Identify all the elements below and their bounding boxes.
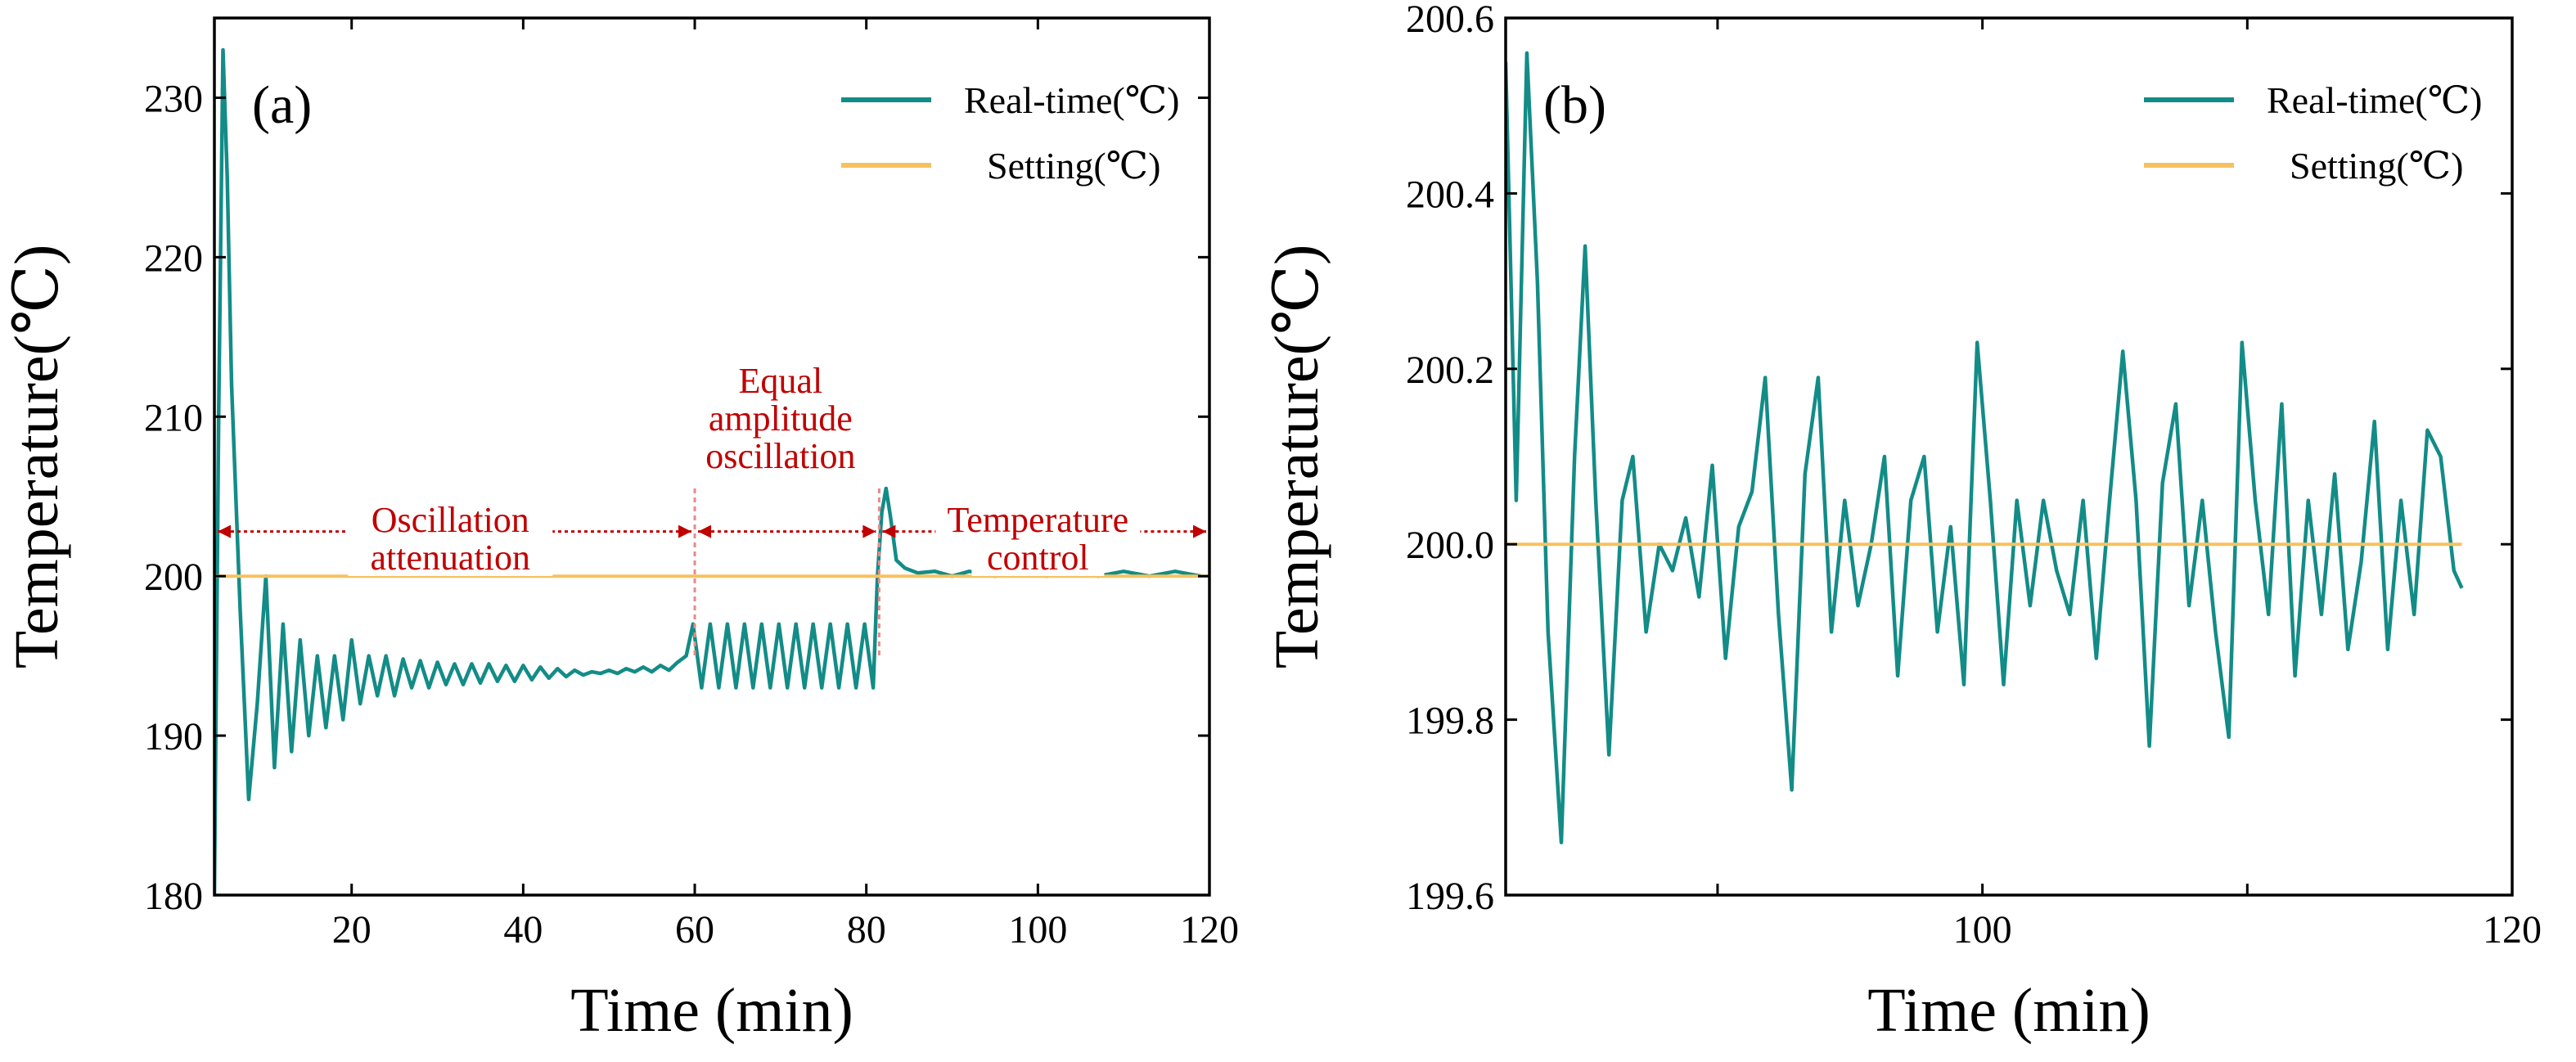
x-tick-label: 100: [1953, 908, 2012, 952]
panel-label: (b): [1543, 75, 1606, 135]
x-tick-label: 100: [1008, 908, 1067, 952]
x-tick-label: 80: [847, 908, 886, 952]
legend-label: Setting(℃): [2290, 145, 2463, 187]
panel-label: (a): [252, 75, 312, 135]
y-tick-label: 199.8: [1406, 700, 1494, 743]
x-axis-title: Time (min): [570, 976, 853, 1045]
annotation-text: Temperature: [948, 500, 1129, 540]
legend-label: Real-time(℃): [2267, 79, 2482, 121]
annotation-text: control: [987, 538, 1089, 578]
y-tick-label: 200.6: [1406, 0, 1494, 41]
legend-label: Setting(℃): [987, 145, 1160, 187]
y-tick-label: 190: [144, 715, 203, 758]
arrow-head-right: [862, 524, 876, 538]
arrow-head-left: [698, 524, 712, 538]
y-tick-label: 200.4: [1406, 173, 1494, 216]
annotation-text: oscillation: [705, 436, 855, 476]
plot-frame: [213, 16, 1211, 897]
y-tick-label: 230: [144, 77, 203, 120]
y-tick-label: 200.0: [1406, 524, 1494, 567]
annotation-mask: [935, 502, 1141, 538]
y-tick-label: 210: [144, 396, 203, 439]
arrow-head-left: [218, 524, 231, 538]
annotation-text: amplitude: [709, 398, 853, 439]
x-tick-label: 120: [1180, 908, 1239, 952]
y-axis-title: Temperature(℃): [1263, 245, 1331, 669]
x-tick-label: 60: [675, 908, 714, 952]
series-line-realtime: [1506, 51, 2464, 844]
y-axis-title: Temperature(℃): [2, 245, 71, 669]
annotation-text: Oscillation: [372, 500, 529, 540]
chart-panel-b: 100 120 199.6 199.8 200.0 200.2 200.4 200.6 Time…: [1263, 0, 2542, 1045]
y-tick-label: 200.2: [1406, 349, 1494, 392]
y-tick-label: 199.6: [1406, 875, 1494, 918]
arrow-head-left: [882, 524, 896, 538]
x-tick-label: 40: [503, 908, 543, 952]
legend-label: Real-time(℃): [964, 79, 1179, 121]
annotation-mask: [678, 439, 883, 475]
annotation-mask: [732, 363, 829, 399]
y-tick-label: 200: [144, 556, 203, 599]
annotation-mask: [971, 539, 1105, 576]
annotation-mask: [348, 502, 553, 538]
arrow-head-right: [678, 524, 692, 538]
annotation-mask: [696, 401, 865, 437]
annotation-text: Equal: [739, 361, 823, 401]
y-tick-label: 220: [144, 236, 203, 280]
y-tick-label: 180: [144, 875, 203, 918]
x-tick-label: 120: [2483, 908, 2542, 952]
plot-frame: [1504, 16, 2514, 897]
x-tick-label: 20: [332, 908, 372, 952]
annotation-text: attenuation: [371, 538, 531, 578]
arrow-head-right: [1193, 524, 1206, 538]
x-axis-title: Time (min): [1867, 976, 2150, 1045]
annotation-mask: [348, 539, 553, 576]
series-line-realtime: [214, 47, 1201, 895]
